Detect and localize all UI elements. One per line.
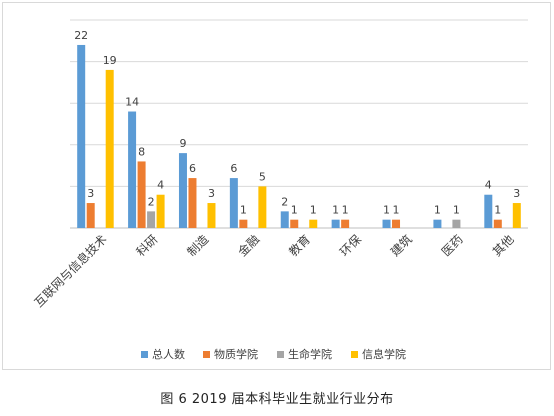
bar bbox=[178, 153, 187, 228]
data-label: 6 bbox=[230, 162, 237, 175]
bar bbox=[156, 194, 165, 228]
data-label: 5 bbox=[259, 170, 266, 183]
category-label: 其他 bbox=[490, 232, 517, 259]
bar bbox=[382, 219, 391, 228]
category-label: 教育 bbox=[286, 232, 314, 260]
data-label: 1 bbox=[240, 204, 247, 217]
bar bbox=[452, 219, 461, 228]
data-label: 1 bbox=[310, 204, 317, 217]
bar bbox=[188, 178, 197, 228]
data-label: 1 bbox=[393, 204, 400, 217]
category-label: 科研 bbox=[134, 232, 161, 259]
bar bbox=[258, 186, 267, 228]
data-label: 4 bbox=[485, 179, 492, 192]
legend-label: 总人数 bbox=[152, 347, 185, 361]
data-label: 1 bbox=[291, 204, 298, 217]
data-label: 1 bbox=[332, 204, 339, 217]
data-label: 3 bbox=[513, 187, 520, 200]
data-label: 6 bbox=[189, 162, 196, 175]
bars bbox=[77, 44, 521, 229]
bar bbox=[229, 178, 238, 228]
data-label: 1 bbox=[383, 204, 390, 217]
bar bbox=[105, 69, 114, 228]
legend-swatch bbox=[203, 351, 210, 358]
data-label: 1 bbox=[494, 204, 501, 217]
category-label: 医药 bbox=[439, 232, 466, 259]
bar bbox=[433, 219, 442, 228]
data-label: 1 bbox=[434, 204, 441, 217]
bar bbox=[280, 211, 289, 228]
bar bbox=[341, 219, 350, 228]
legend-swatch bbox=[141, 351, 148, 358]
bar bbox=[86, 203, 95, 228]
figure-caption: 图 6 2019 届本科毕业生就业行业分布 bbox=[160, 392, 394, 407]
bar bbox=[512, 203, 521, 228]
bar bbox=[137, 161, 146, 228]
data-label: 8 bbox=[138, 145, 145, 158]
data-label: 14 bbox=[125, 96, 139, 109]
data-label: 2 bbox=[148, 195, 155, 208]
bar bbox=[484, 194, 493, 228]
legend-label: 生命学院 bbox=[288, 347, 332, 361]
bar bbox=[290, 219, 299, 228]
data-label: 9 bbox=[179, 137, 186, 150]
legend-swatch bbox=[351, 351, 358, 358]
bar bbox=[207, 203, 216, 228]
bar bbox=[147, 211, 156, 228]
bar bbox=[309, 219, 318, 228]
data-label: 1 bbox=[342, 204, 349, 217]
gridlines bbox=[70, 19, 528, 229]
data-label: 2 bbox=[281, 195, 288, 208]
category-label: 建筑 bbox=[387, 232, 415, 260]
legend-label: 信息学院 bbox=[362, 347, 406, 361]
category-label: 互联网与信息技术 bbox=[31, 232, 109, 310]
category-label: 金融 bbox=[235, 232, 263, 260]
category-label: 环保 bbox=[337, 232, 364, 259]
bar bbox=[331, 219, 340, 228]
bar bbox=[392, 219, 401, 228]
category-label: 制造 bbox=[184, 232, 211, 259]
data-label: 3 bbox=[208, 187, 215, 200]
legend-label: 物质学院 bbox=[214, 347, 258, 361]
data-label: 3 bbox=[87, 187, 94, 200]
bar bbox=[493, 219, 502, 228]
bar bbox=[77, 44, 86, 229]
data-label: 19 bbox=[103, 54, 117, 67]
data-label: 1 bbox=[453, 204, 460, 217]
legend: 总人数 物质学院 生命学院 信息学院 bbox=[141, 347, 406, 361]
bar bbox=[239, 219, 248, 228]
bar bbox=[128, 111, 137, 228]
data-label: 4 bbox=[157, 179, 164, 192]
category-labels: 互联网与信息技术 科研 制造 金融 教育 环保 建筑 医药 其他 bbox=[31, 232, 517, 310]
legend-swatch bbox=[277, 351, 284, 358]
data-label: 22 bbox=[74, 29, 88, 42]
